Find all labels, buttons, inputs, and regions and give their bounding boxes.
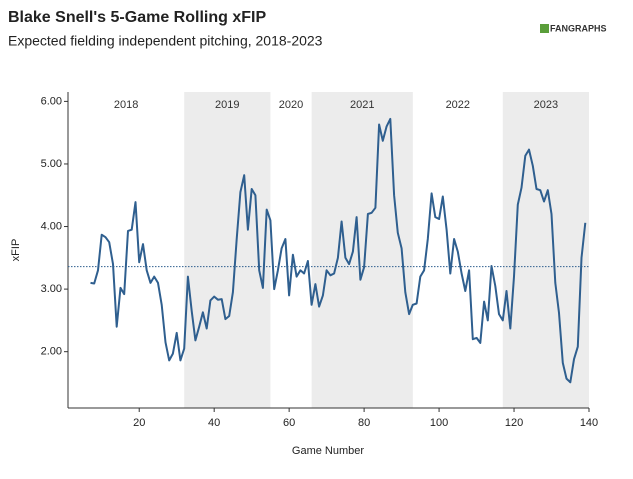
season-band: [184, 92, 271, 408]
y-tick-label: 4.00: [41, 220, 62, 232]
logo: FANGRAPHS: [550, 23, 607, 33]
season-label: 2019: [215, 99, 239, 111]
season-label: 2023: [534, 99, 558, 111]
y-tick-label: 3.00: [41, 283, 62, 295]
chart-subtitle: Expected fielding independent pitching, …: [8, 33, 323, 49]
y-tick-label: 2.00: [41, 346, 62, 358]
season-band: [311, 92, 413, 408]
x-tick-label: 140: [580, 417, 598, 429]
season-label: 2022: [446, 99, 470, 111]
y-tick-label: 5.00: [41, 158, 62, 170]
x-tick-label: 120: [505, 417, 523, 429]
season-label: 2020: [279, 99, 303, 111]
x-axis-label: Game Number: [292, 445, 364, 457]
y-axis-label: xFIP: [10, 239, 22, 262]
logo-icon: [540, 24, 549, 33]
x-tick-label: 60: [283, 417, 295, 429]
chart-title: Blake Snell's 5-Game Rolling xFIP: [8, 9, 266, 26]
x-tick-label: 40: [208, 417, 220, 429]
data-line: [90, 117, 587, 384]
season-label: 2018: [114, 99, 138, 111]
season-label: 2021: [350, 99, 374, 111]
x-tick-label: 80: [358, 417, 370, 429]
x-tick-label: 20: [133, 417, 145, 429]
y-tick-label: 6.00: [41, 95, 62, 107]
x-tick-label: 100: [430, 417, 448, 429]
